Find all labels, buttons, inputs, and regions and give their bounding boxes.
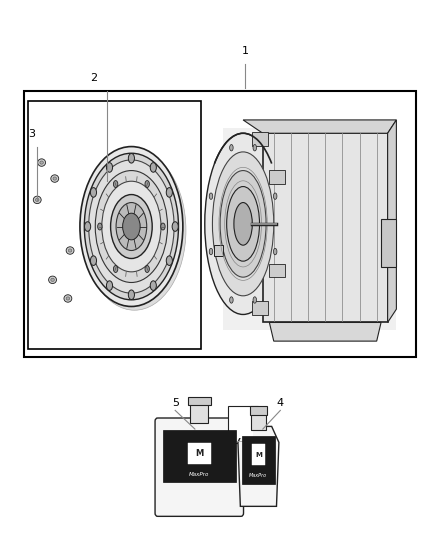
Ellipse shape [166,188,173,197]
Bar [162,431,236,482]
Ellipse shape [253,144,257,151]
Polygon shape [232,411,253,438]
Ellipse shape [220,171,266,277]
Ellipse shape [68,249,72,252]
Ellipse shape [81,149,184,309]
Ellipse shape [227,187,259,261]
Ellipse shape [102,181,161,272]
Ellipse shape [51,175,59,182]
Ellipse shape [106,163,113,172]
Bar [252,132,268,146]
Bar [250,406,267,415]
Ellipse shape [145,265,149,272]
Bar [187,397,211,405]
Text: M: M [255,451,262,457]
Ellipse shape [66,297,70,300]
Ellipse shape [110,195,152,259]
Ellipse shape [98,223,102,230]
Bar [190,403,208,423]
Ellipse shape [38,159,46,166]
Text: MaxPro: MaxPro [249,473,268,478]
Ellipse shape [209,193,213,199]
Ellipse shape [90,256,96,265]
Ellipse shape [230,144,233,151]
Bar [251,414,265,430]
Polygon shape [229,406,258,442]
Ellipse shape [66,247,74,254]
Text: 4: 4 [277,398,284,408]
Ellipse shape [128,290,134,300]
Ellipse shape [83,150,186,310]
Bar [24,91,416,357]
Ellipse shape [113,265,118,272]
Ellipse shape [113,181,118,188]
Ellipse shape [123,213,140,240]
Text: 3: 3 [28,128,35,139]
Ellipse shape [33,196,41,204]
Polygon shape [243,120,396,133]
Text: MaxPro: MaxPro [189,472,209,477]
Ellipse shape [106,281,113,290]
Ellipse shape [166,256,173,265]
Polygon shape [238,426,279,506]
Polygon shape [214,245,223,256]
Ellipse shape [209,248,213,255]
Ellipse shape [49,276,57,284]
Text: 5: 5 [172,398,179,408]
Ellipse shape [51,278,54,281]
Bar [263,133,388,322]
Text: 1: 1 [242,46,249,56]
Text: M: M [195,449,203,458]
Ellipse shape [85,222,91,231]
Ellipse shape [230,297,233,303]
FancyBboxPatch shape [155,418,244,516]
Bar [242,436,275,484]
Ellipse shape [95,171,168,282]
Ellipse shape [64,295,72,302]
Ellipse shape [172,222,178,231]
Polygon shape [269,322,381,341]
Bar [28,101,201,349]
Ellipse shape [253,297,257,303]
Bar [269,171,285,183]
Ellipse shape [35,198,39,201]
Ellipse shape [234,203,252,245]
Ellipse shape [145,181,149,188]
Ellipse shape [40,161,43,164]
Ellipse shape [205,133,281,314]
Ellipse shape [84,153,179,300]
Bar [269,264,285,277]
Ellipse shape [128,154,134,163]
Ellipse shape [150,281,156,290]
Ellipse shape [116,203,147,251]
Bar [252,302,268,315]
Bar [381,219,396,266]
Polygon shape [388,120,396,322]
Ellipse shape [273,248,277,255]
Ellipse shape [90,188,96,197]
Polygon shape [223,128,396,330]
Ellipse shape [88,160,174,293]
Ellipse shape [273,193,277,199]
Ellipse shape [150,163,156,172]
Text: 2: 2 [91,72,98,83]
Bar [187,442,211,464]
Ellipse shape [212,152,274,296]
Ellipse shape [161,223,165,230]
Bar [252,445,265,465]
Ellipse shape [53,177,57,180]
Ellipse shape [80,147,183,306]
